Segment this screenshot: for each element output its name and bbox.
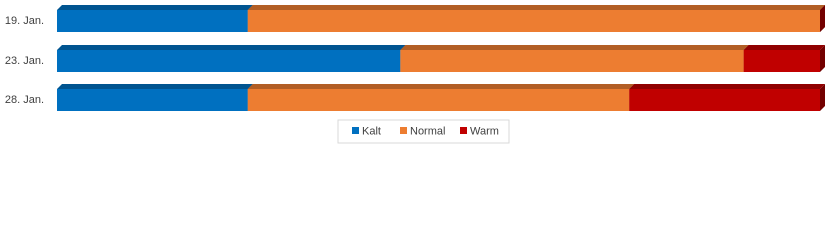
bar-side [820,45,825,72]
bar-top [57,84,253,89]
legend-box [337,119,510,144]
bar [57,50,401,72]
legend-label: Kalt [362,125,381,137]
legend-label: Normal [410,125,445,137]
bar-top [400,45,749,50]
bar [57,89,248,111]
legend-swatch [352,127,359,134]
bar-top [629,84,825,89]
legend-label: Warm [470,125,499,137]
y-tick-label: 23. Jan. [5,55,44,67]
bar-top [247,84,635,89]
y-tick-label: 28. Jan. [5,94,44,106]
bar-top [57,45,406,50]
bar [247,89,630,111]
bar [247,10,820,32]
bar-top [743,45,825,50]
bar-top [247,5,825,10]
bar [400,50,744,72]
legend-swatch [460,127,467,134]
bar-side [820,84,825,111]
bar [743,50,820,72]
bar-top [57,5,253,10]
bar [57,10,248,32]
y-tick-label: 19. Jan. [5,15,44,27]
bar [629,89,820,111]
chart: 19. Jan. 23. Jan. 28. Jan. Kalt Normal Warm [5,5,825,144]
bar-side [820,5,825,32]
legend-swatch [400,127,407,134]
